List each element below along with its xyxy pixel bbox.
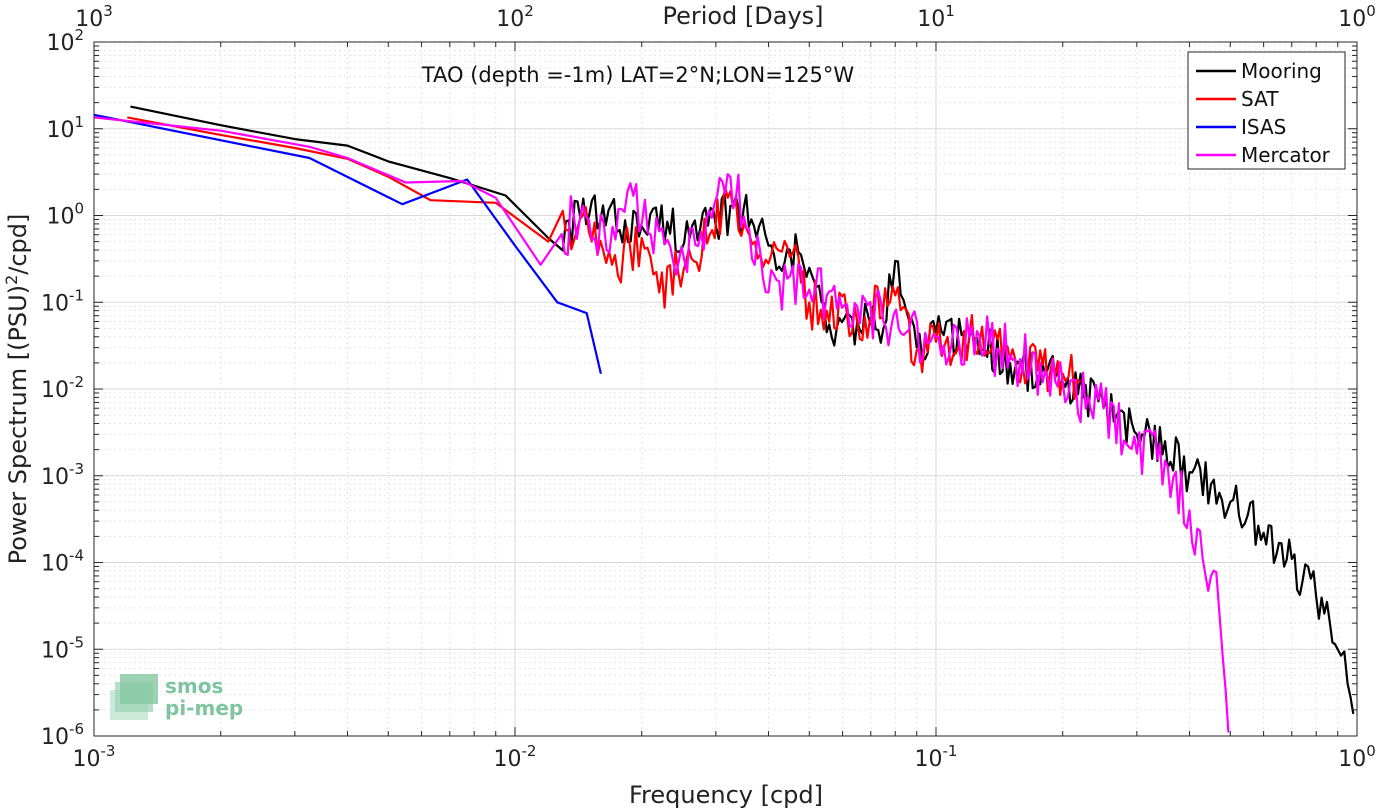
y-axis-label-main: Power Spectrum [(PSU) [4,285,32,564]
x-axis-label: Frequency [cpd] [629,781,823,809]
top-tick-label: 100 [1338,2,1376,32]
legend-label-isas: ISAS [1241,115,1286,139]
legend-label-mooring: Mooring [1241,59,1322,83]
y-tick-labels: 102 101 100 10-1 10-2 10-3 10-4 10-5 10-6 [41,26,84,750]
logo-text-smos: smos [165,674,223,698]
logo-layer-3 [120,674,158,704]
series-line-isas [93,113,602,374]
y-axis-label: Power Spectrum [(PSU)2/cpd] [2,214,32,565]
x-tick-label: 10-1 [915,742,958,772]
tick-marks [93,41,1358,737]
legend-label-mercator: Mercator [1241,143,1331,167]
x-tick-label: 10-3 [73,742,116,772]
y-tick-label: 10-3 [41,460,84,490]
y-axis-label-tail: /cpd] [4,214,32,275]
y-tick-label: 10-6 [41,720,84,750]
y-tick-label: 100 [46,200,84,230]
series-line-mercator [93,116,1230,733]
y-axis-label-sup: 2 [2,275,21,285]
watermark-logo: smos pi-mep [110,674,243,720]
series-layer [93,105,1355,733]
y-tick-label: 102 [46,26,84,56]
chart-title: TAO (depth =-1m) LAT=2°N;LON=125°W [421,63,855,87]
grid-minor [94,42,1357,736]
legend: Mooring SAT ISAS Mercator [1187,51,1346,170]
top-tick-label: 103 [75,2,113,32]
legend-label-sat: SAT [1241,87,1279,111]
top-tick-label: 101 [917,2,955,32]
top-tick-labels: 103 102 101 100 [75,2,1376,32]
x-tick-labels: 10-3 10-2 10-1 100 [73,742,1376,772]
y-tick-label: 101 [46,113,84,143]
x-tick-label: 10-2 [494,742,537,772]
x-tick-label: 100 [1338,742,1376,772]
y-tick-label: 10-2 [41,373,84,403]
y-tick-label: 10-4 [41,547,84,577]
top-tick-label: 102 [496,2,534,32]
y-tick-label: 10-5 [41,633,84,663]
logo-text-pimep: pi-mep [165,696,243,720]
top-axis-label: Period [Days] [662,2,823,30]
y-tick-label: 10-1 [41,286,84,316]
